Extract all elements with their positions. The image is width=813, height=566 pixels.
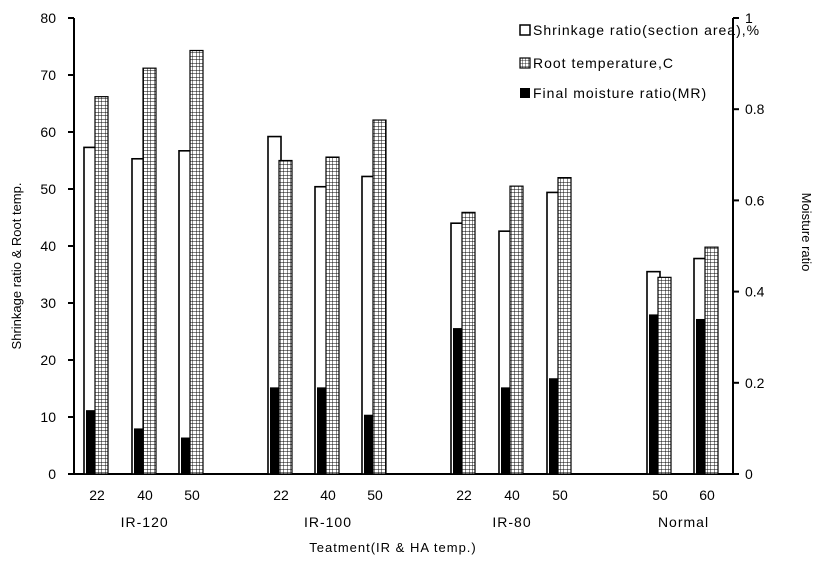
right-tick-label: 0.2 xyxy=(745,375,765,391)
left-tick-label: 20 xyxy=(40,352,56,368)
bar-root-temperature xyxy=(657,276,672,475)
group-label: IR-100 xyxy=(304,514,352,530)
group-label: IR-120 xyxy=(121,514,169,530)
left-axis-ticks: 0 10 20 30 40 50 60 70 80 xyxy=(40,10,74,482)
bar-root-temperature xyxy=(142,67,157,475)
bar-moisture-ratio xyxy=(696,318,705,474)
bar-root-temperature xyxy=(704,246,719,475)
legend: Shrinkage ratio(section area),% Root tem… xyxy=(519,22,760,101)
bar-moisture-ratio xyxy=(134,428,143,474)
legend-label-moisture: Final moisture ratio(MR) xyxy=(533,85,707,101)
x-tick-label: 50 xyxy=(552,487,568,503)
left-tick-label: 60 xyxy=(40,124,56,140)
bar-root-temperature xyxy=(557,177,572,475)
bar-root-temperature xyxy=(372,119,387,475)
bar-moisture-ratio xyxy=(453,328,462,474)
bar-moisture-ratio xyxy=(549,378,558,474)
bar-moisture-ratio xyxy=(649,314,658,474)
x-tick-label: 22 xyxy=(273,487,289,503)
legend-swatch-shrinkage xyxy=(519,24,531,36)
x-tick-label: 22 xyxy=(89,487,105,503)
right-tick-label: 0.6 xyxy=(745,192,765,208)
group-label: IR-80 xyxy=(492,514,531,530)
bar-root-temperature xyxy=(509,185,524,475)
bar-moisture-ratio xyxy=(501,387,510,474)
x-tick-label: 50 xyxy=(367,487,383,503)
x-axis-title: Teatment(IR & HA temp.) xyxy=(309,540,477,555)
bar-root-temperature xyxy=(94,96,109,475)
bar-root-temperature xyxy=(461,211,476,475)
left-tick-label: 50 xyxy=(40,181,56,197)
left-tick-label: 80 xyxy=(40,10,56,26)
bar-root-temperature xyxy=(189,49,204,475)
y2-axis-title: Moisture ratio xyxy=(799,193,813,272)
x-tick-label: 22 xyxy=(456,487,472,503)
left-tick-label: 70 xyxy=(40,67,56,83)
bar-moisture-ratio xyxy=(86,410,95,474)
x-tick-label: 40 xyxy=(504,487,520,503)
x-tick-label: 40 xyxy=(320,487,336,503)
x-tick-label: 40 xyxy=(137,487,153,503)
right-axis-ticks: 0 0.2 0.4 0.6 0.8 1 xyxy=(733,10,765,482)
group-label: Normal xyxy=(658,514,709,530)
right-tick-label: 0.8 xyxy=(745,101,765,117)
right-tick-label: 0.4 xyxy=(745,284,765,300)
bar-root-temperature xyxy=(278,159,293,475)
left-tick-label: 40 xyxy=(40,238,56,254)
right-tick-label: 1 xyxy=(745,10,753,26)
legend-label-shrinkage: Shrinkage ratio(section area),% xyxy=(533,22,760,38)
bar-moisture-ratio xyxy=(364,414,373,474)
left-tick-label: 10 xyxy=(40,409,56,425)
left-tick-label: 30 xyxy=(40,295,56,311)
bars xyxy=(83,49,719,475)
x-tick-labels: 22 40 50 22 40 50 22 40 50 50 60 xyxy=(89,487,715,503)
bar-moisture-ratio xyxy=(181,437,190,474)
x-tick-label: 50 xyxy=(184,487,200,503)
legend-swatch-root-temp xyxy=(519,57,531,69)
bar-root-temperature xyxy=(325,156,340,475)
group-labels: IR-120 IR-100 IR-80 Normal xyxy=(121,514,709,530)
bar-moisture-ratio xyxy=(270,387,279,474)
right-tick-label: 0 xyxy=(745,466,753,482)
legend-label-root-temp: Root temperature,C xyxy=(533,55,674,71)
x-tick-label: 60 xyxy=(699,487,715,503)
bar-moisture-ratio xyxy=(317,387,326,474)
y-axis-title: Shrinkage ratio & Root temp. xyxy=(9,183,24,350)
legend-swatch-moisture xyxy=(520,88,530,98)
x-tick-label: 50 xyxy=(652,487,668,503)
left-tick-label: 0 xyxy=(48,466,56,482)
